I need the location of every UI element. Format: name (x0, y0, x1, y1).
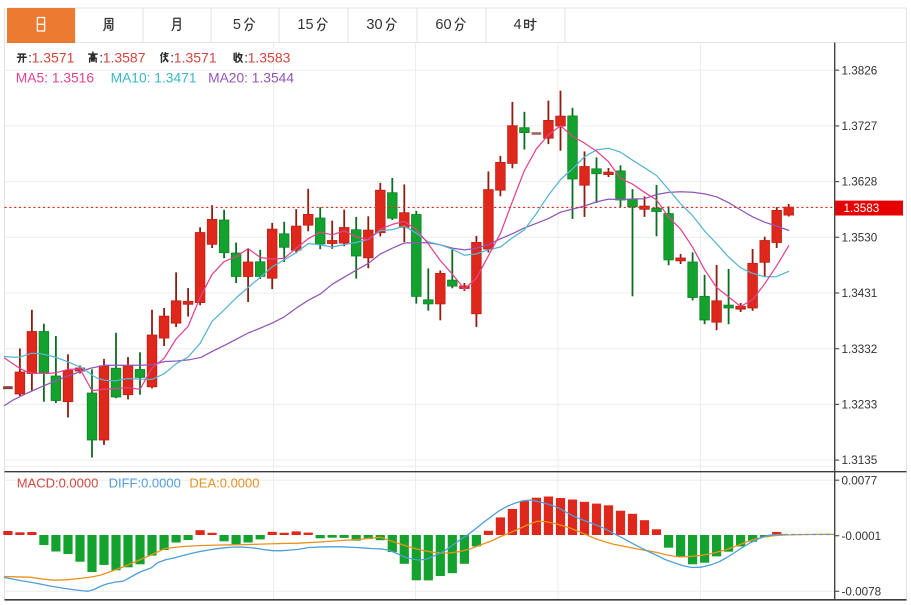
svg-text:1.3571: 1.3571 (174, 50, 217, 66)
svg-text:-0.0078: -0.0078 (842, 585, 882, 598)
svg-text:60: 60 (435, 17, 451, 33)
svg-text:1.3583: 1.3583 (248, 50, 291, 66)
svg-text:1.3530: 1.3530 (842, 231, 878, 244)
svg-text:30: 30 (366, 17, 382, 33)
svg-text:DIFF:0.0000: DIFF:0.0000 (109, 476, 181, 491)
svg-text:1.3135: 1.3135 (842, 454, 878, 467)
svg-text:1.3233: 1.3233 (842, 399, 878, 412)
svg-text:1.3727: 1.3727 (842, 120, 878, 133)
svg-text::: : (170, 50, 174, 66)
svg-text:0.0077: 0.0077 (842, 474, 878, 487)
svg-text:1.3583: 1.3583 (844, 202, 880, 215)
svg-text::: : (244, 50, 248, 66)
svg-text::: : (99, 50, 103, 66)
svg-text::: : (28, 50, 32, 66)
svg-text:1.3628: 1.3628 (842, 176, 878, 189)
svg-text:1.3571: 1.3571 (32, 50, 75, 66)
svg-text:1.3587: 1.3587 (103, 50, 146, 66)
svg-text:MA20: 1.3544: MA20: 1.3544 (208, 71, 294, 86)
svg-text:MA10: 1.3471: MA10: 1.3471 (111, 71, 197, 86)
svg-text:-0.0001: -0.0001 (842, 530, 882, 543)
svg-text:MACD:0.0000: MACD:0.0000 (17, 476, 99, 491)
svg-text:5: 5 (233, 17, 241, 33)
svg-text:DEA:0.0000: DEA:0.0000 (189, 476, 259, 491)
svg-text:1.3431: 1.3431 (842, 287, 878, 300)
svg-text:1.3332: 1.3332 (842, 343, 878, 356)
svg-text:MA5: 1.3516: MA5: 1.3516 (16, 71, 95, 86)
svg-text:15: 15 (297, 17, 313, 33)
svg-text:1.3826: 1.3826 (842, 64, 878, 77)
svg-text:4: 4 (514, 17, 522, 33)
